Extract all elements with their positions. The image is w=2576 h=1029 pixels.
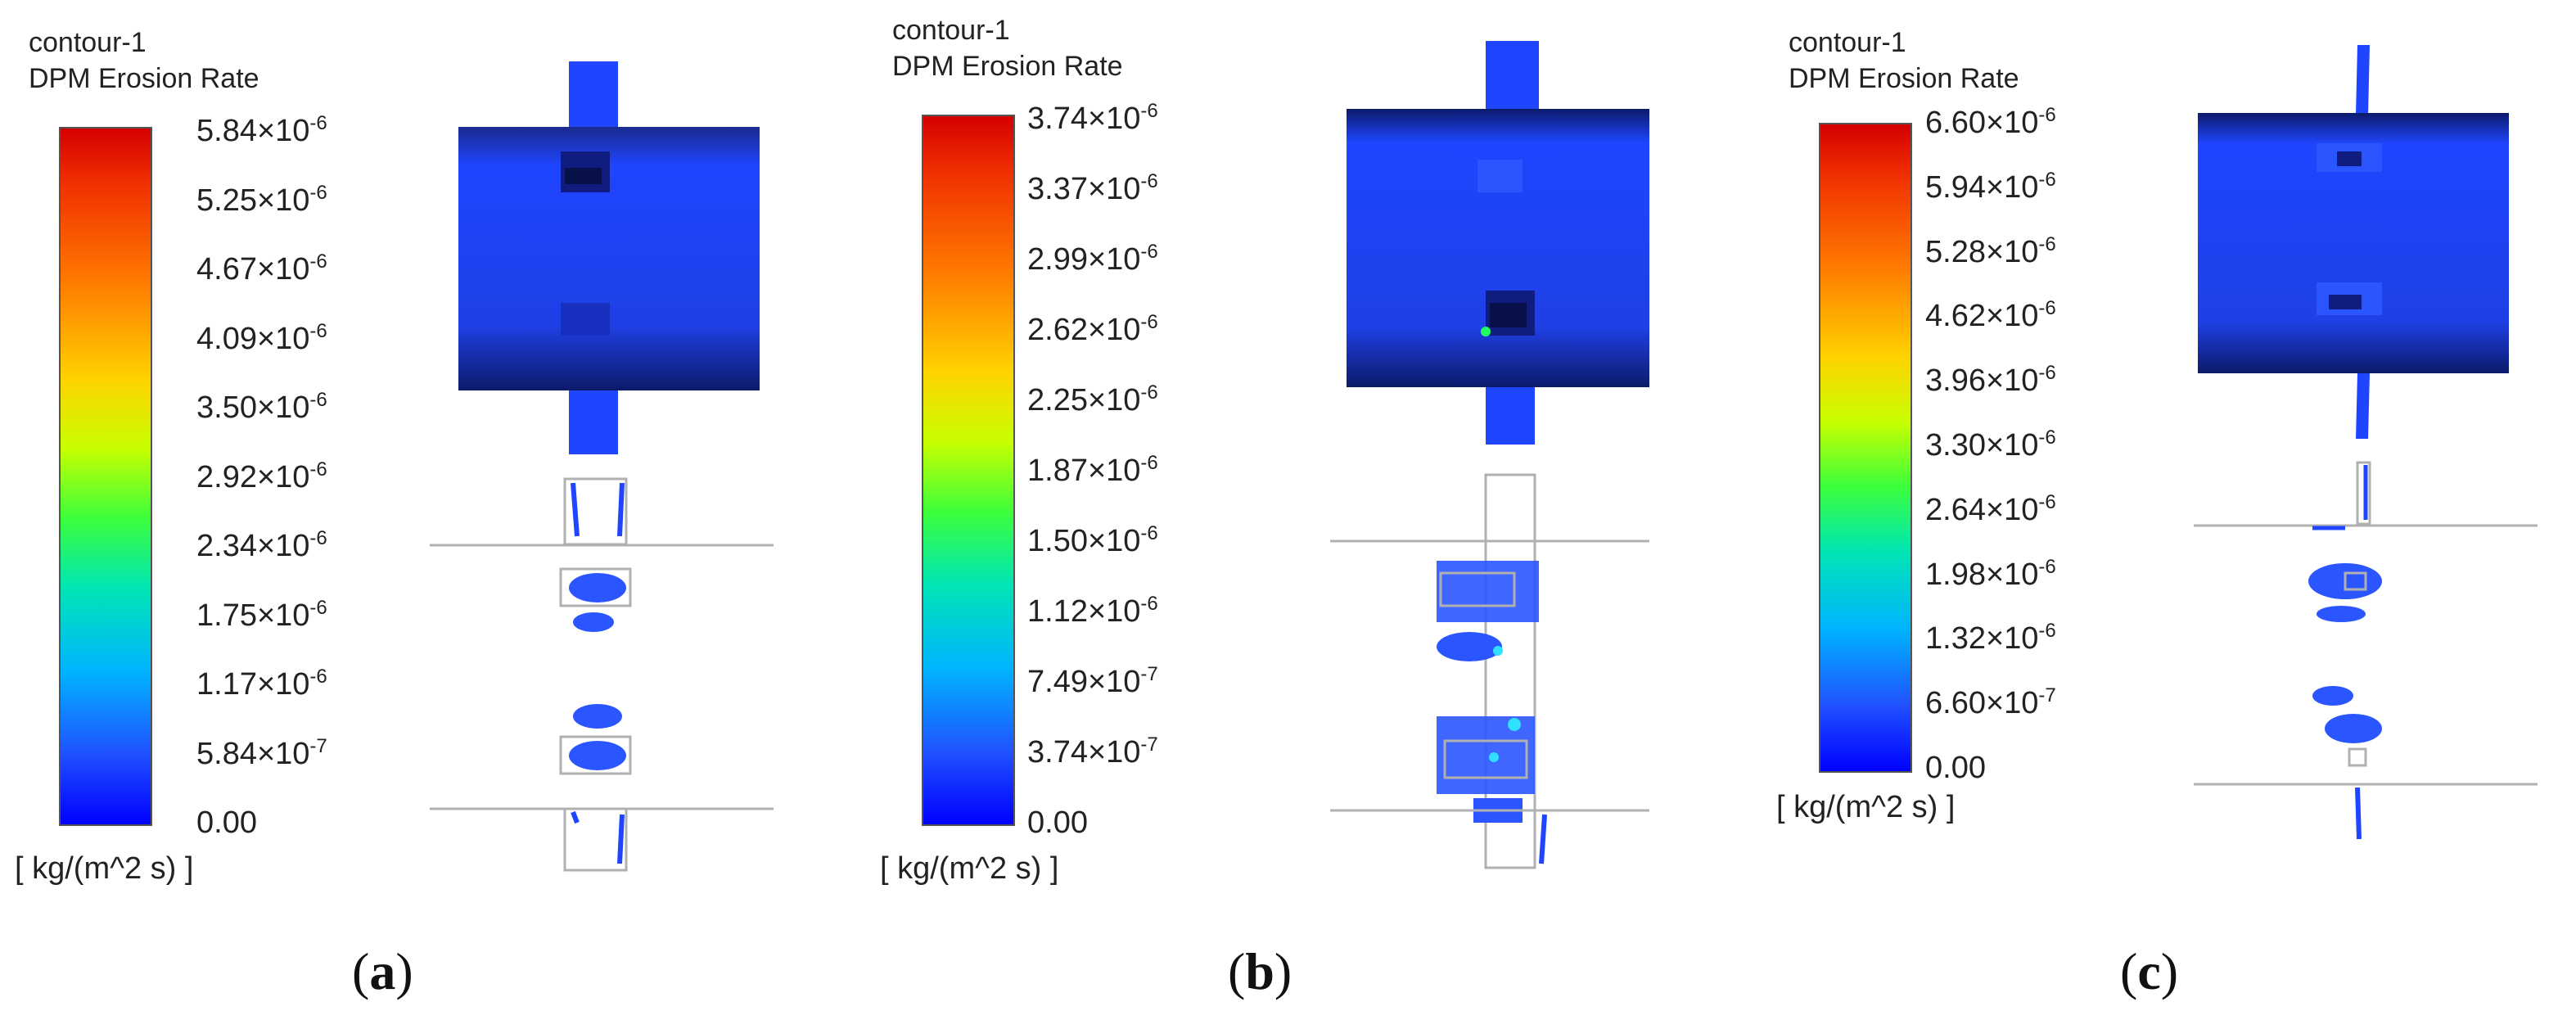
pipe-bottom (2356, 373, 2370, 439)
legend-title: contour-1 DPM Erosion Rate (29, 25, 259, 97)
colorbar-tick-label: 5.94×10-6 (1925, 168, 2056, 205)
colorbar (922, 115, 1015, 826)
caption-letter: b (1245, 942, 1274, 1000)
pipe-top (1486, 41, 1539, 111)
legend-title-line1: contour-1 (29, 27, 147, 58)
colorbar (1819, 123, 1912, 773)
caption-letter: c (2137, 942, 2161, 1000)
colorbar-tick-label: 1.12×10-6 (1027, 593, 1158, 629)
pipe-bottom (1486, 387, 1535, 445)
colorbar-tick-label: 3.50×10-6 (196, 389, 327, 425)
colorbar-tick-label: 5.25×10-6 (196, 181, 327, 218)
pipe-top (2356, 45, 2370, 115)
colorbar-tick-label: 5.84×10-7 (196, 734, 327, 771)
colorbar-tick-label: 4.67×10-6 (196, 250, 327, 287)
legend-title-line1: contour-1 (892, 15, 1010, 46)
colorbar-tick-label: 2.34×10-6 (196, 527, 327, 563)
erosion-contour-geometry (2194, 45, 2538, 840)
pipe-bottom (569, 390, 618, 454)
panel-caption: (a) (352, 942, 413, 1000)
panel-caption: (b) (1228, 942, 1293, 1000)
colorbar-tick-label: 5.84×10-6 (196, 112, 327, 148)
colorbar-tick-label: 0.00 (1925, 751, 1986, 785)
colorbar-tick-label: 1.87×10-6 (1027, 452, 1158, 488)
legend-title-line2: DPM Erosion Rate (29, 63, 259, 94)
colorbar (59, 127, 152, 826)
panel-caption: (c) (2120, 942, 2179, 1000)
unit-label: [ kg/(m^2 s) ] (1776, 790, 1956, 824)
unit-label: [ kg/(m^2 s) ] (880, 851, 1059, 886)
colorbar-tick-label: 1.17×10-6 (196, 666, 327, 702)
unit-label: [ kg/(m^2 s) ] (15, 851, 194, 886)
pipe-top (569, 61, 618, 131)
legend-title-line2: DPM Erosion Rate (892, 51, 1123, 82)
colorbar-tick-label: 1.98×10-6 (1925, 555, 2056, 592)
colorbar-tick-label: 1.50×10-6 (1027, 522, 1158, 558)
colorbar-tick-label: 3.74×10-6 (1027, 100, 1158, 136)
colorbar-tick-label: 0.00 (196, 806, 257, 840)
colorbar-tick-label: 4.62×10-6 (1925, 297, 2056, 334)
colorbar-tick-label: 3.30×10-6 (1925, 426, 2056, 463)
colorbar-tick-label: 2.25×10-6 (1027, 381, 1158, 417)
legend-title-line1: contour-1 (1789, 27, 1906, 58)
cylinder-body (1347, 109, 1649, 387)
colorbar-tick-label: 2.99×10-6 (1027, 241, 1158, 277)
legend-title: contour-1 DPM Erosion Rate (1789, 25, 2019, 97)
colorbar-tick-label: 2.62×10-6 (1027, 311, 1158, 347)
colorbar-tick-label: 1.32×10-6 (1925, 620, 2056, 657)
colorbar-tick-label: 3.37×10-6 (1027, 170, 1158, 206)
colorbar-tick-label: 5.28×10-6 (1925, 232, 2056, 269)
colorbar-tick-label: 7.49×10-7 (1027, 663, 1158, 699)
legend-title-line2: DPM Erosion Rate (1789, 63, 2019, 94)
legend-title: contour-1 DPM Erosion Rate (892, 12, 1123, 84)
colorbar-tick-label: 2.92×10-6 (196, 458, 327, 494)
colorbar-tick-label: 2.64×10-6 (1925, 490, 2056, 527)
colorbar-tick-label: 3.96×10-6 (1925, 362, 2056, 399)
colorbar-tick-label: 4.09×10-6 (196, 319, 327, 356)
colorbar-tick-label: 3.74×10-7 (1027, 733, 1158, 769)
caption-letter: a (369, 942, 396, 1000)
colorbar-tick-label: 1.75×10-6 (196, 596, 327, 633)
colorbar-tick-label: 6.60×10-7 (1925, 684, 2056, 721)
erosion-contour-geometry (1330, 41, 1649, 869)
colorbar-tick-label: 0.00 (1027, 806, 1088, 840)
colorbar-tick-label: 6.60×10-6 (1925, 104, 2056, 140)
erosion-contour-geometry (430, 61, 774, 872)
